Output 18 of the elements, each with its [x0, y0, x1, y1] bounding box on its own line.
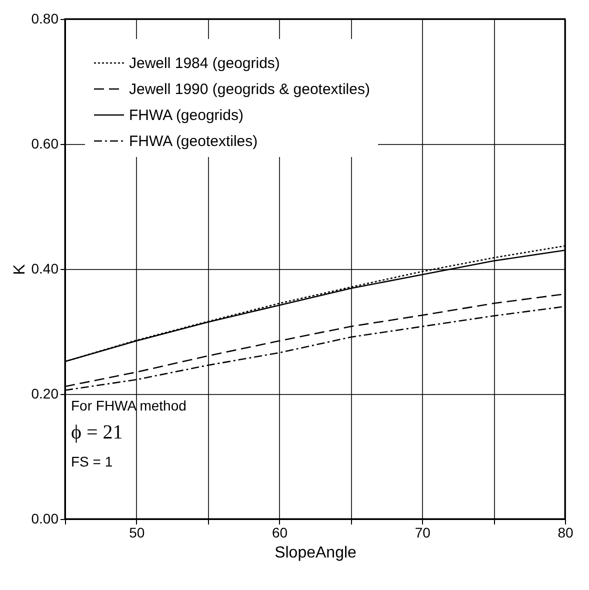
x-axis-title: SlopeAngle	[274, 544, 357, 562]
legend-label: Jewell 1984 (geogrids)	[129, 55, 280, 72]
y-tick-label: 0.00	[31, 510, 59, 526]
y-tick-label: 0.20	[31, 386, 59, 402]
y-axis-title: K	[11, 264, 28, 275]
y-tick-label: 0.80	[31, 10, 59, 26]
x-tick-label: 70	[414, 524, 431, 540]
annotation: For FHWA method	[71, 398, 186, 414]
legend-label: FHWA (geotextiles)	[129, 133, 258, 150]
x-tick-label: 50	[129, 524, 145, 540]
annotation: FS = 1	[71, 454, 113, 470]
legend-label: Jewell 1990 (geogrids & geotextiles)	[129, 81, 370, 98]
annotation: ϕ = 21	[71, 422, 123, 444]
legend-label: FHWA (geogrids)	[129, 107, 244, 124]
y-tick-label: 0.40	[31, 260, 59, 276]
x-tick-label: 80	[558, 524, 574, 540]
x-tick-label: 60	[272, 524, 288, 540]
y-tick-label: 0.60	[31, 136, 59, 152]
